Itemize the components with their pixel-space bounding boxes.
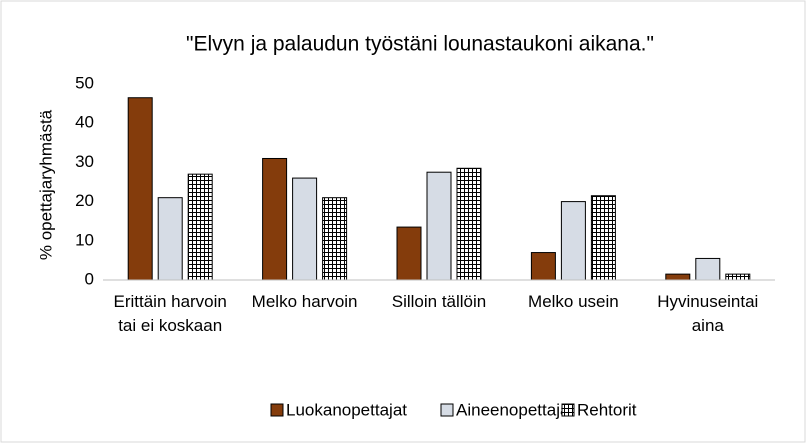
- bar: [665, 273, 691, 281]
- y-tick-label: 10: [75, 230, 94, 249]
- x-tick-label: Melko usein: [528, 292, 619, 311]
- bar: [292, 177, 318, 281]
- y-tick-label: 20: [75, 191, 94, 210]
- bar: [695, 257, 721, 281]
- y-tick-label: 30: [75, 152, 94, 171]
- legend-swatch: [270, 403, 284, 417]
- x-tick-label: Hyvinuseintai aina: [657, 292, 759, 335]
- bar: [157, 197, 183, 281]
- y-axis-label: % opettajaryhmästä: [36, 109, 55, 260]
- bar: [530, 252, 556, 281]
- bar: [725, 273, 751, 281]
- legend-label: Luokanopettajat: [286, 400, 407, 419]
- bar: [322, 197, 348, 281]
- y-tick-label: 40: [75, 113, 94, 132]
- bar: [187, 173, 213, 281]
- legend-swatch: [561, 403, 575, 417]
- legend-label: Aineenopettajat: [456, 400, 574, 419]
- bar: [456, 167, 482, 281]
- x-tick-label: Erittäin harvoin tai ei koskaan: [113, 292, 227, 335]
- legend-label: Rehtorit: [577, 400, 637, 419]
- bar: [396, 226, 422, 281]
- bar: [560, 201, 586, 281]
- chart-title: "Elvyn ja palaudun työstäni lounastaukon…: [186, 33, 654, 56]
- x-tick-label: Melko harvoin: [251, 292, 358, 311]
- bar: [590, 195, 616, 281]
- y-tick-label: 50: [75, 73, 94, 92]
- y-tick-label: 0: [85, 269, 94, 288]
- x-tick-label: Silloin tällöin: [391, 292, 487, 311]
- bar: [426, 171, 452, 281]
- legend-swatch: [440, 403, 454, 417]
- bar: [127, 97, 153, 281]
- bar: [262, 157, 288, 281]
